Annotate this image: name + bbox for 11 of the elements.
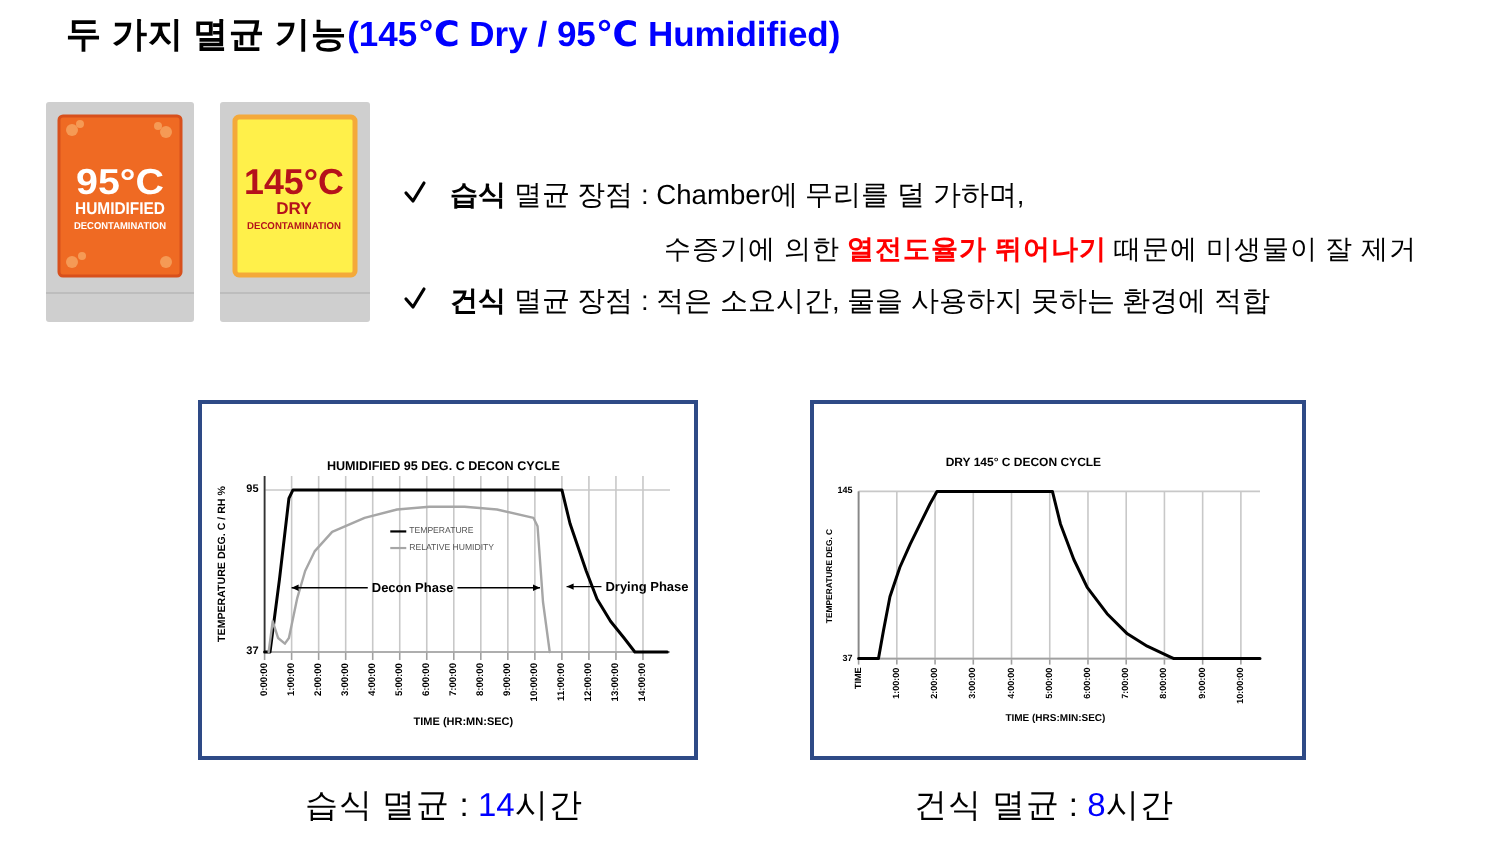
annotation: 습식 멸균 장점 : Chamber에 무리를 덜 가하며, [450, 180, 1025, 210]
annotation: 건식 멸균 장점 : 적은 소요시간, 물을 사용하지 못하는 환경에 적합 [450, 286, 1270, 316]
annotation: 수증기에 의한 열전도율가 뛰어나기 때문에 미생물이 잘 제거 [664, 234, 1417, 264]
caption: 습식 멸균 : 14시간 [305, 788, 583, 824]
subtitle: (145℃ Dry / 95℃ Humidified) [347, 14, 841, 54]
annotation: 95°C [76, 162, 157, 202]
annotation: HUMIDIFIED [75, 198, 175, 218]
caption: 건식 멸균 : 8시간 [914, 788, 1174, 824]
title: 두 가지 멸균 기능 [66, 14, 348, 54]
annotation: 145°C [244, 162, 345, 202]
annotation: DRY [276, 198, 312, 218]
